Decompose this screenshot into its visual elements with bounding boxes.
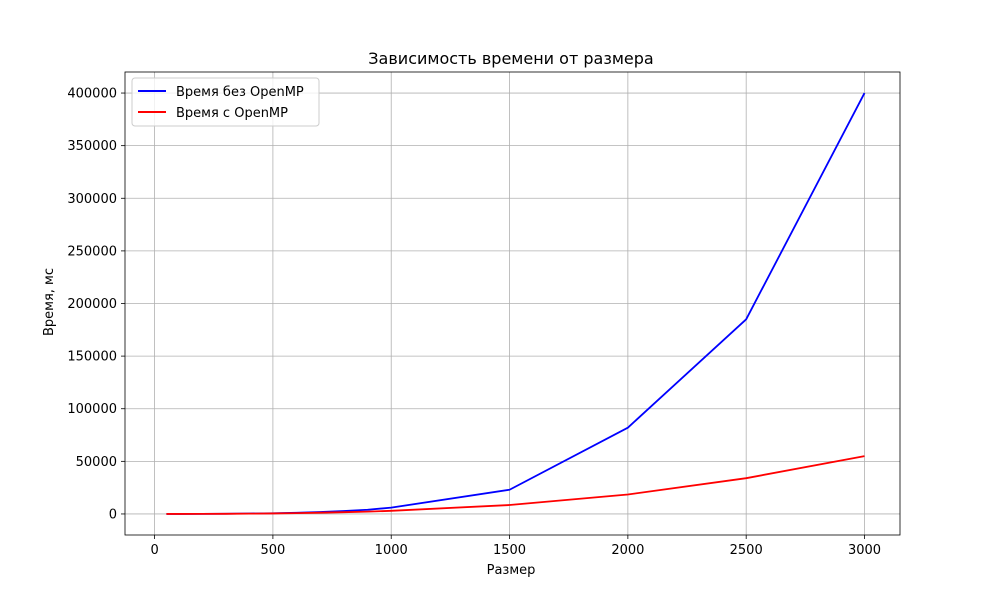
y-axis-label: Время, мс — [42, 268, 57, 336]
y-axis-ticks: 0 50000 100000 150000 200000 250000 300000 3500… — [67, 87, 125, 522]
y-tick-label: 100000 — [67, 402, 117, 417]
y-tick-label: 0 — [109, 507, 117, 522]
y-tick-label: 250000 — [67, 244, 117, 259]
x-axis-label: Размер — [487, 563, 536, 578]
legend-label-series-1: Время с OpenMP — [176, 106, 288, 121]
x-tick-label: 1000 — [375, 543, 408, 558]
x-tick-label: 2500 — [730, 543, 763, 558]
x-tick-label: 1500 — [493, 543, 526, 558]
legend-box — [131, 77, 320, 127]
series-line-1 — [166, 455, 865, 515]
series-layer — [166, 92, 866, 515]
y-tick-label: 300000 — [67, 192, 117, 207]
x-tick-label: 500 — [260, 543, 285, 558]
x-tick-label: 2000 — [611, 543, 644, 558]
legend-label-series-0: Время без OpenMP — [176, 85, 304, 100]
x-axis-ticks: 0 500 1000 1500 2000 2500 3000 — [150, 535, 881, 558]
chart-title: Зависимость времени от размера — [368, 49, 653, 68]
legend: Время без OpenMP Время с OpenMP — [131, 77, 320, 127]
y-tick-label: 350000 — [67, 139, 117, 154]
x-tick-label: 3000 — [848, 543, 881, 558]
x-tick-label: 0 — [150, 543, 158, 558]
y-tick-label: 200000 — [67, 297, 117, 312]
y-tick-label: 400000 — [67, 87, 117, 102]
y-tick-label: 150000 — [67, 350, 117, 365]
y-tick-label: 50000 — [76, 455, 117, 470]
